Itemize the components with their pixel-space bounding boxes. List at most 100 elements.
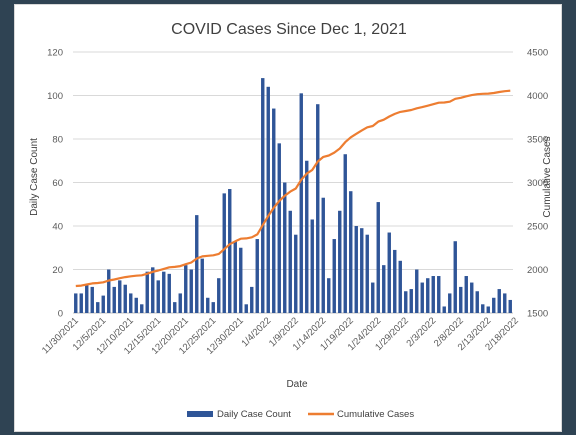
bar [173,302,177,313]
bar [129,293,133,313]
bar [409,289,413,313]
y2-tick-label: 3500 [527,135,548,146]
chart-panel: COVID Cases Since Dec 1, 2021 0 20 40 60 80 1… [14,4,562,432]
bar [134,297,138,313]
bar [503,293,507,313]
legend-swatch-bar [187,411,213,417]
bar [398,260,402,313]
bar [338,210,342,313]
bar [118,280,122,313]
bar [492,297,496,313]
legend-label-bar: Daily Case Count [217,409,291,420]
bar [156,280,160,313]
x-axis-label: Date [286,379,308,390]
bar [415,269,419,313]
bar [151,267,155,313]
bar [299,93,303,313]
line-series [75,89,511,288]
legend-label-line: Cumulative Cases [337,409,414,420]
bar [283,182,287,313]
gridlines [73,51,513,314]
bar [481,304,485,313]
bar [305,160,309,313]
bar [486,306,490,313]
y-tick-label: 120 [47,48,63,59]
y2-tick-label: 4000 [527,91,548,102]
covid-cases-chart: COVID Cases Since Dec 1, 2021 0 20 40 60 80 1… [29,21,553,420]
y2-tick-label: 4500 [527,48,548,59]
bar [437,276,441,313]
bar [266,86,270,313]
cumulative-line [75,89,511,288]
bar [162,271,166,313]
bar [74,293,78,313]
bar [96,302,100,313]
bar [442,306,446,313]
bar [79,293,83,313]
bar [354,226,358,313]
bar [349,191,353,313]
bar [261,78,265,313]
legend: Daily Case Count Cumulative Cases [187,409,414,420]
bar [343,154,347,313]
bar [222,193,226,313]
bar [332,239,336,313]
bar [448,293,452,313]
bar [140,304,144,313]
bar-series [74,78,512,313]
y2-tick-label: 3000 [527,178,548,189]
bar [244,304,248,313]
bar [470,282,474,313]
bar [255,239,259,313]
bar [393,249,397,313]
y-axis-label: Daily Case Count [29,138,40,216]
bar [420,282,424,313]
y-tick-label: 40 [52,222,63,233]
bar [321,197,325,313]
bar [272,108,276,313]
bar [294,234,298,313]
y-tick-label: 20 [52,265,63,276]
bar [508,299,512,313]
bar [316,104,320,313]
bar [200,258,204,313]
right-axis-ticks: 1500 2000 2500 3000 3500 4000 4500 [527,48,548,320]
y-tick-label: 0 [58,309,63,320]
bar [475,291,479,313]
bar [145,271,149,313]
bar [178,293,182,313]
bar [371,282,375,313]
bar [107,269,111,313]
bar [239,247,243,313]
bar [360,228,364,313]
bar [431,276,435,313]
x-axis-ticks: 11/30/202112/5/202112/10/202112/15/20211… [40,315,521,356]
y2-tick-label: 1500 [527,309,548,320]
bar [288,210,292,313]
bar [365,234,369,313]
y-tick-label: 100 [47,91,63,102]
bar [123,284,127,313]
bar [167,273,171,313]
y2-tick-label: 2500 [527,222,548,233]
bar [464,276,468,313]
bar [453,241,457,313]
bar [206,297,210,313]
bar [85,284,89,313]
bar [250,286,254,313]
bar [382,265,386,313]
left-axis-ticks: 0 20 40 60 80 100 120 [47,48,63,320]
bar [376,202,380,313]
y2-tick-label: 2000 [527,265,548,276]
y-tick-label: 60 [52,178,63,189]
bar [404,291,408,313]
bar [101,295,105,313]
bar [112,286,116,313]
y-tick-label: 80 [52,135,63,146]
bar [90,286,94,313]
bar [310,219,314,313]
bar [387,232,391,313]
bar [327,278,331,313]
bar [211,302,215,313]
